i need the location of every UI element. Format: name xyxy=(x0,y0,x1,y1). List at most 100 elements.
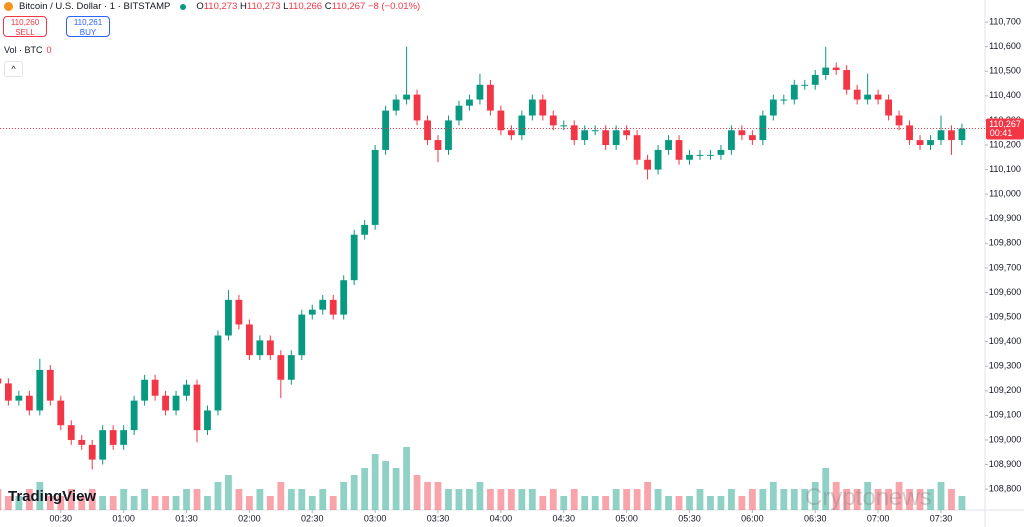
candle-body xyxy=(277,355,285,380)
y-tick-label: 110,200 xyxy=(989,139,1021,149)
volume-bar xyxy=(937,482,945,510)
x-tick-label: 01:00 xyxy=(112,513,135,523)
volume-bar xyxy=(507,489,515,510)
candle-body xyxy=(780,99,788,101)
volume-bar xyxy=(832,482,840,510)
volume-bar xyxy=(4,496,12,510)
volume-bar xyxy=(958,496,966,510)
candle-body xyxy=(927,140,934,146)
candle-body xyxy=(633,135,641,160)
y-tick-label: 108,800 xyxy=(989,483,1022,493)
market-status xyxy=(180,3,187,10)
volume-bar xyxy=(151,496,159,510)
volume-bar xyxy=(287,489,295,510)
sell-button[interactable]: 110,260 SELL xyxy=(3,16,47,37)
volume-bar xyxy=(581,496,589,510)
volume-bar xyxy=(455,489,463,510)
volume-bar xyxy=(361,468,369,510)
collapse-button[interactable]: ^ xyxy=(4,61,23,77)
candle-body xyxy=(528,99,536,116)
volume-bar xyxy=(308,496,316,510)
volume-bar xyxy=(675,496,683,510)
buy-button[interactable]: 110,261 BUY xyxy=(66,16,110,37)
y-tick-label: 108,900 xyxy=(989,459,1022,469)
x-tick-label: 03:30 xyxy=(427,513,450,523)
volume-bar xyxy=(665,496,672,510)
candle-body xyxy=(581,130,589,141)
volume-bar xyxy=(99,496,107,510)
volume-bar xyxy=(822,468,830,510)
volume-bar xyxy=(518,489,526,510)
x-tick-label: 02:00 xyxy=(238,513,261,523)
candle-body xyxy=(591,130,599,132)
y-tick-label: 110,100 xyxy=(989,164,1021,174)
x-tick-label: 00:30 xyxy=(50,513,73,523)
ohlc-key: L xyxy=(283,1,289,12)
volume-bar xyxy=(497,489,505,510)
volume-bar xyxy=(769,482,777,510)
candle-body xyxy=(570,125,578,141)
candle-body xyxy=(4,383,12,401)
volume-bar xyxy=(25,489,33,510)
candle-body xyxy=(906,125,913,141)
volume-bar xyxy=(445,489,452,510)
volume-bar xyxy=(728,489,735,510)
logo[interactable]: TradingView xyxy=(8,488,97,505)
y-tick-label: 109,900 xyxy=(989,213,1022,223)
y-tick-label: 109,600 xyxy=(989,287,1022,297)
candle-body xyxy=(99,430,107,460)
candle-body xyxy=(560,125,568,127)
candle-body xyxy=(319,299,327,310)
candle-body xyxy=(298,314,306,356)
volume-bar xyxy=(78,496,86,510)
candle-body xyxy=(759,115,767,141)
candle-body xyxy=(675,140,683,160)
volume-bar xyxy=(434,482,442,510)
candle-body xyxy=(832,67,840,71)
candle-body xyxy=(948,130,955,141)
candle-body xyxy=(25,395,33,411)
candle-body xyxy=(738,130,746,136)
candle-body xyxy=(287,355,295,380)
candle-body xyxy=(256,340,264,356)
sell-price: 110,260 xyxy=(10,18,40,27)
volume-bar xyxy=(476,482,484,510)
candle-body xyxy=(245,324,253,356)
y-tick-label: 109,200 xyxy=(989,385,1022,395)
volume-bar xyxy=(612,489,620,510)
candle-body xyxy=(486,84,494,111)
y-tick-label: 109,800 xyxy=(989,238,1022,248)
volume-bar xyxy=(225,475,232,510)
candle-body xyxy=(822,67,830,75)
volume-bar xyxy=(329,496,337,510)
x-tick-label: 07:00 xyxy=(867,513,890,523)
volume-label: Vol · BTC xyxy=(4,45,43,55)
volume-bar xyxy=(183,489,190,510)
volume-value: 0 xyxy=(46,45,52,55)
ohlc-value: 110,266 xyxy=(288,1,323,12)
countdown: 00:41 xyxy=(990,128,1013,138)
candle-body xyxy=(266,340,274,356)
y-tick-label: 110,600 xyxy=(989,41,1021,51)
volume-bar xyxy=(644,482,651,510)
volume-bar xyxy=(392,468,400,510)
y-tick-label: 110,000 xyxy=(989,189,1021,199)
candle-body xyxy=(151,379,159,396)
volume-bar xyxy=(36,482,44,510)
volume-legend: Vol · BTC 0 xyxy=(4,45,52,55)
ohlc-key: C xyxy=(324,1,332,12)
current-price-box xyxy=(986,118,1024,140)
candle-body xyxy=(874,94,882,100)
volume-bar xyxy=(623,489,631,510)
y-tick-label: 109,100 xyxy=(989,410,1022,420)
volume-bar xyxy=(560,496,568,510)
volume-bar xyxy=(738,496,746,510)
ohlc-key: H xyxy=(240,1,247,12)
candle-body xyxy=(801,84,809,86)
symbol-title[interactable]: Bitcoin / U.S. Dollar · 1 · BITSTAMP xyxy=(19,1,171,12)
watermark: Cryptonews xyxy=(805,484,932,511)
volume-bar xyxy=(162,496,169,510)
ohlc-key: O xyxy=(196,1,204,12)
candle-body xyxy=(392,99,400,111)
x-tick-label: 04:00 xyxy=(490,513,513,523)
